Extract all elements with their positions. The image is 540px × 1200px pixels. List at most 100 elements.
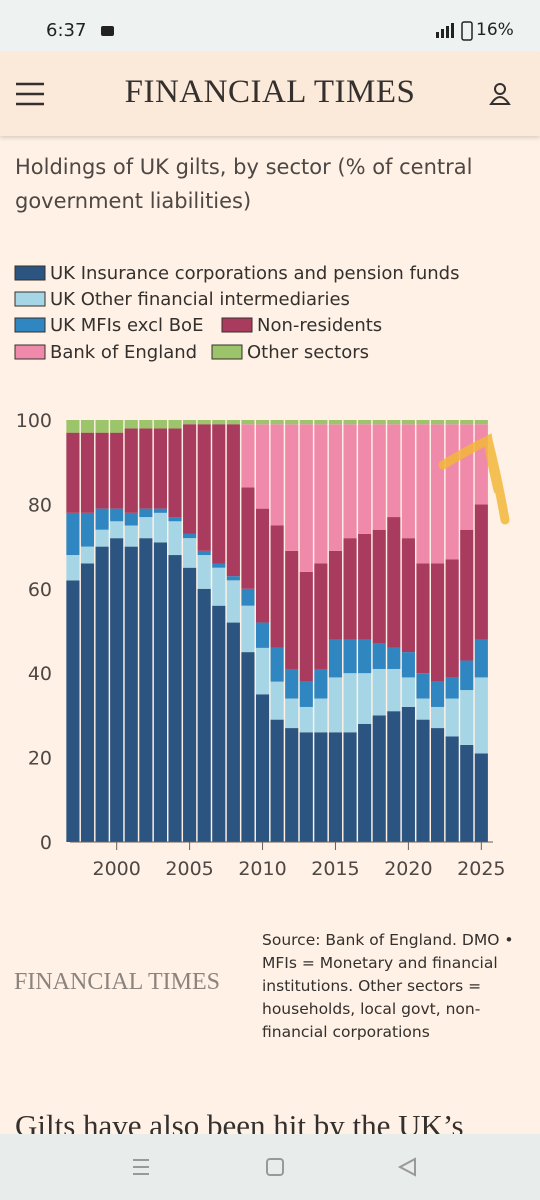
back-button[interactable]	[397, 1157, 416, 1177]
bar-segment	[139, 508, 153, 518]
legend-swatch	[14, 265, 46, 281]
bar-segment	[241, 424, 255, 488]
bar-segment	[299, 571, 313, 682]
header-logo[interactable]: FINANCIAL TIMES	[124, 74, 416, 110]
bar-segment	[285, 668, 299, 699]
bar-segment	[285, 420, 299, 425]
bar-segment	[387, 668, 401, 712]
bar-segment	[343, 538, 357, 640]
bar-segment	[226, 424, 240, 577]
y-tick-label: 60	[28, 579, 52, 601]
bar-segment	[460, 529, 474, 661]
recents-button[interactable]	[133, 1159, 149, 1175]
bar-segment	[445, 677, 459, 699]
nav-icons	[133, 1157, 416, 1177]
bar-segment	[299, 424, 313, 572]
bar-segment	[212, 567, 226, 606]
bar-segment	[197, 420, 211, 425]
bar-segment	[66, 420, 80, 433]
bar-segment	[431, 563, 445, 682]
bar-segment	[445, 698, 459, 737]
y-tick-label: 0	[40, 832, 52, 854]
y-tick-label: 80	[28, 494, 52, 516]
x-tick-label: 2005	[165, 858, 213, 880]
bar-segment	[460, 660, 474, 691]
home-button[interactable]	[266, 1158, 284, 1176]
legend-label: Bank of England	[50, 342, 197, 363]
bar-segment	[241, 420, 255, 425]
bar-segment	[95, 546, 109, 842]
bar-segment	[416, 563, 430, 674]
bar-segment	[387, 711, 401, 842]
bar-segment	[372, 715, 386, 842]
y-tick-label: 100	[16, 410, 52, 432]
bar-segment	[328, 732, 343, 842]
bar-segment	[460, 424, 474, 530]
bar-segment	[153, 428, 167, 509]
bar-segment	[95, 432, 109, 509]
bar-segment	[372, 424, 386, 530]
bar-segment	[95, 529, 109, 547]
bar-segment	[80, 432, 95, 513]
bar-segment	[66, 432, 80, 513]
bar-segment	[401, 706, 415, 842]
bar-segment	[168, 517, 182, 522]
bar-segment	[153, 512, 167, 543]
bar-segment	[183, 567, 197, 842]
header-icons	[16, 82, 511, 106]
bar-segment	[445, 420, 459, 425]
bar-segment	[270, 719, 284, 842]
bar-segment	[328, 420, 343, 425]
bar-segment	[299, 732, 313, 842]
bar-segment	[416, 420, 430, 425]
bar-segment	[431, 424, 445, 564]
bar-segment	[270, 525, 284, 648]
bar-segment	[285, 728, 299, 842]
bar-segment	[66, 555, 80, 581]
bar-segment	[124, 420, 138, 429]
bar-segment	[387, 420, 401, 425]
bar-segment	[358, 424, 372, 534]
battery-level: 16%	[476, 20, 514, 40]
bar-segment	[168, 555, 182, 842]
bar-segment	[124, 512, 138, 526]
bar-segment	[183, 424, 197, 534]
bar-segment	[197, 424, 211, 551]
bar-segment	[139, 428, 153, 509]
bar-segment	[416, 673, 430, 699]
account-button[interactable]	[489, 83, 511, 105]
footer-logo: FINANCIAL TIMES	[14, 969, 221, 995]
bar-segment	[168, 428, 182, 518]
bar-segment	[168, 521, 182, 556]
bar-segment	[474, 420, 488, 425]
bar-segment	[153, 508, 167, 513]
bar-segment	[95, 508, 109, 530]
bar-segment	[255, 508, 270, 623]
bar-segment	[197, 550, 211, 556]
status-time: 6:37	[46, 20, 87, 41]
y-tick-label: 40	[28, 663, 52, 685]
legend-label: UK Insurance corporations and pension fu…	[50, 263, 459, 284]
bar-segment	[153, 542, 167, 842]
bar-segment	[387, 424, 401, 518]
bar-segment	[401, 420, 415, 425]
bar-segment	[343, 732, 357, 842]
legend-swatch	[14, 344, 46, 360]
bar-segment	[270, 647, 284, 682]
bar-segment	[110, 508, 124, 522]
bar-segment	[445, 424, 459, 560]
menu-button[interactable]	[16, 82, 44, 106]
legend-swatch	[211, 344, 243, 360]
bar-segment	[139, 517, 153, 539]
bar-segment	[314, 698, 328, 733]
bar-segment	[416, 719, 430, 842]
bar-segment	[460, 744, 474, 842]
bar-segment	[285, 550, 299, 669]
bar-segment	[226, 622, 240, 842]
bar-segment	[110, 420, 124, 433]
bar-segment	[372, 529, 386, 644]
x-tick-label: 2015	[311, 858, 359, 880]
bar-segment	[314, 668, 328, 699]
bar-segment	[358, 723, 372, 842]
